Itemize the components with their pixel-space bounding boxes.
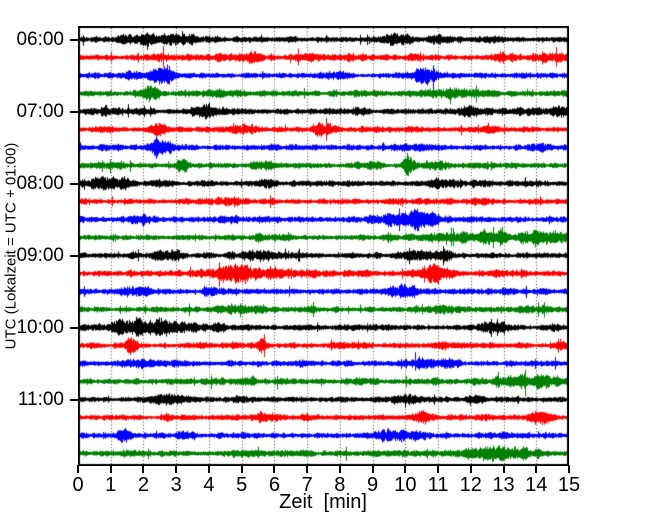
x-tick-label-8: 8 — [334, 474, 346, 496]
x-tick-mark-8 — [338, 465, 341, 473]
x-tick-mark-1 — [109, 465, 112, 473]
x-axis-label: Zeit [min] — [279, 491, 367, 513]
y-tick-mark-08:00 — [70, 182, 78, 185]
y-tick-label-06:00: 06:00 — [16, 28, 64, 50]
y-tick-label-09:00: 09:00 — [16, 244, 64, 266]
x-tick-mark-4 — [207, 465, 210, 473]
y-tick-mark-09:00 — [70, 254, 78, 257]
y-tick-mark-10:00 — [70, 326, 78, 329]
x-tick-label-3: 3 — [170, 474, 182, 496]
y-tick-label-11:00: 11:00 — [17, 388, 64, 410]
x-tick-mark-9 — [371, 465, 374, 473]
x-tick-mark-3 — [175, 465, 178, 473]
x-tick-label-10: 10 — [394, 474, 417, 496]
y-tick-mark-11:00 — [70, 398, 78, 401]
x-tick-label-2: 2 — [137, 474, 150, 496]
x-tick-label-5: 5 — [236, 474, 248, 496]
x-tick-mark-7 — [306, 465, 309, 473]
y-tick-label-10:00: 10:00 — [16, 316, 64, 338]
x-tick-label-4: 4 — [203, 474, 215, 496]
x-tick-label-1: 1 — [105, 474, 117, 496]
x-tick-label-15: 15 — [557, 474, 581, 496]
x-tick-label-0: 0 — [72, 474, 84, 496]
x-tick-label-13: 13 — [492, 474, 515, 496]
x-tick-mark-13 — [502, 465, 505, 473]
x-tick-mark-12 — [469, 465, 472, 473]
y-tick-mark-07:00 — [70, 110, 78, 113]
y-tick-label-07:00: 07:00 — [16, 100, 64, 122]
x-tick-mark-10 — [404, 465, 407, 473]
x-tick-mark-11 — [437, 465, 440, 473]
x-tick-label-9: 9 — [367, 474, 379, 496]
x-tick-label-11: 11 — [427, 474, 449, 496]
x-tick-mark-14 — [535, 465, 538, 473]
x-tick-label-7: 7 — [301, 474, 313, 496]
y-tick-mark-06:00 — [70, 38, 78, 41]
x-tick-label-12: 12 — [459, 474, 482, 496]
x-tick-label-14: 14 — [525, 474, 548, 496]
y-tick-label-08:00: 08:00 — [16, 172, 64, 194]
x-tick-mark-5 — [240, 465, 243, 473]
x-tick-mark-0 — [77, 465, 79, 473]
x-tick-mark-6 — [273, 465, 276, 473]
seismogram-plot-area — [78, 26, 569, 466]
x-tick-mark-15 — [568, 465, 570, 473]
x-tick-mark-2 — [142, 465, 145, 473]
x-tick-label-6: 6 — [268, 474, 280, 496]
